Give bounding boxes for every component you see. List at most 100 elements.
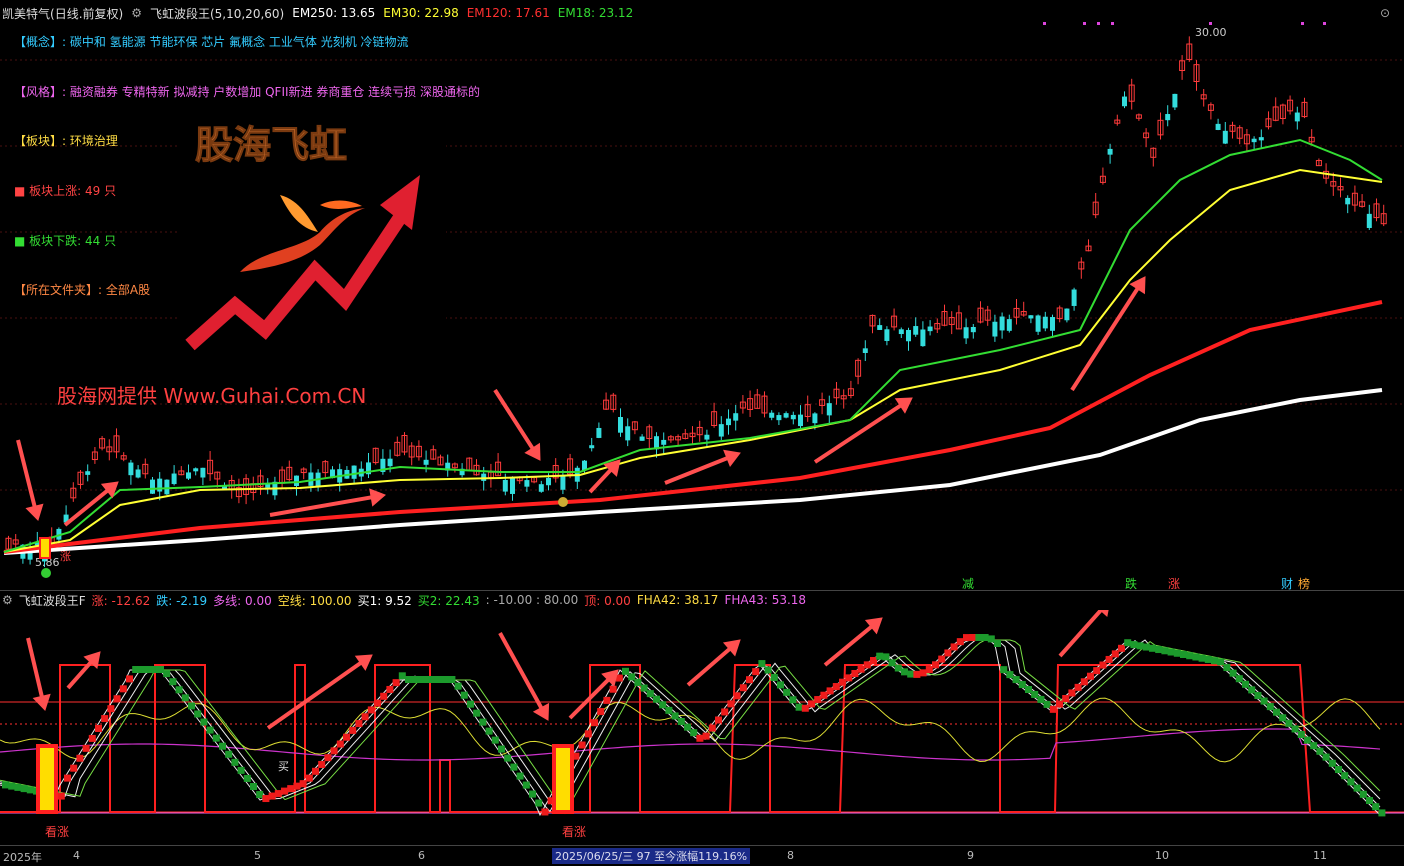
candle — [99, 438, 106, 449]
wave-block — [510, 763, 518, 771]
candle — [761, 395, 768, 414]
candle — [1200, 94, 1207, 100]
wave-block — [163, 670, 171, 678]
axis-tick: 8 — [787, 849, 794, 862]
kongxian-value: 空线: 100.00 — [277, 593, 352, 608]
candle — [711, 411, 718, 426]
candle — [394, 441, 401, 456]
event-marker[interactable]: 减 — [962, 577, 974, 590]
wave-block — [2, 781, 9, 789]
trend-arrow — [66, 658, 95, 690]
wave-block — [281, 787, 288, 795]
wave-block — [789, 696, 797, 704]
settings-icon[interactable]: ⚙ — [131, 6, 142, 20]
wave-block — [1074, 683, 1082, 691]
candle — [675, 436, 682, 441]
candle — [222, 485, 227, 490]
candle — [164, 479, 170, 495]
candle — [667, 436, 674, 441]
candle — [1122, 96, 1127, 107]
wave-block — [119, 685, 127, 693]
wave-block — [386, 685, 394, 693]
period-info: (日线.前复权) — [50, 6, 124, 21]
wave-block — [1322, 753, 1330, 761]
wave-block — [429, 676, 437, 683]
arrow-head-icon — [864, 617, 883, 635]
settings-icon[interactable]: ⚙ — [2, 593, 13, 607]
wave-block — [1130, 641, 1138, 649]
candle — [1236, 127, 1243, 139]
candle — [1366, 213, 1372, 228]
expand-icon[interactable]: ⊙ — [1380, 6, 1391, 20]
indicator-name[interactable]: 飞虹波段王(5,10,20,60) — [149, 6, 285, 21]
wave-block — [783, 688, 791, 696]
wave-block — [219, 742, 226, 750]
sub-title[interactable]: 飞虹波段王F — [18, 593, 86, 608]
candle — [826, 403, 832, 416]
candle — [34, 541, 40, 546]
mai1-value: 买1: 9.52 — [357, 593, 412, 608]
candle — [682, 433, 689, 439]
mai2-value: 买2: 22.43 — [417, 593, 480, 608]
candle — [1373, 203, 1380, 219]
candle — [1107, 148, 1113, 155]
candle — [1222, 130, 1228, 144]
candle — [546, 477, 551, 486]
trend-arrow — [1070, 284, 1142, 392]
candle — [56, 528, 62, 540]
candle — [790, 414, 796, 420]
candle — [726, 418, 731, 426]
candle — [128, 462, 134, 476]
wave-block — [578, 741, 586, 749]
candle — [977, 307, 984, 323]
candle — [308, 472, 314, 486]
wave-block — [882, 653, 890, 661]
wave-block — [522, 781, 530, 789]
wave-block — [1297, 731, 1305, 739]
wave-block — [609, 685, 617, 693]
ding-value: 顶: 0.00 — [584, 593, 631, 608]
candle — [1035, 315, 1041, 332]
wave-block — [659, 701, 667, 709]
wave-block — [14, 783, 22, 791]
event-marker[interactable]: 涨 — [1168, 576, 1180, 590]
main-price-chart[interactable]: 股海飞虹 股海网提供 Www.Guhai.Com.CN 30.00 5.86 涨… — [0, 0, 1404, 590]
wave-block — [442, 676, 450, 683]
wave-block — [374, 699, 381, 707]
wave-block — [243, 774, 251, 782]
candle — [186, 472, 191, 479]
stock-name[interactable]: 凯美特气 — [2, 6, 51, 21]
wave-block — [491, 736, 499, 744]
candle — [1092, 201, 1099, 216]
candle — [235, 487, 242, 498]
event-marker[interactable]: 榜 — [1298, 576, 1310, 590]
wave-block — [597, 708, 605, 716]
candle — [582, 460, 587, 471]
wave-block — [1242, 680, 1249, 688]
candle — [718, 424, 724, 437]
candle — [776, 415, 782, 421]
wave-block — [70, 764, 78, 772]
wave-block — [1062, 695, 1070, 703]
wave-block — [1198, 654, 1206, 662]
style-line: 【风格】: 融资融券 专精特新 拟减持 户数增加 QFII新进 券商重仓 连续亏… — [14, 85, 480, 99]
candle — [423, 459, 429, 465]
wave-block — [603, 696, 611, 704]
arrow-head-icon — [532, 702, 550, 721]
candle — [91, 451, 98, 461]
wave-block — [1279, 714, 1287, 722]
event-marker[interactable]: 跌 — [1125, 576, 1137, 590]
candle — [819, 399, 826, 406]
wave-block — [739, 684, 747, 692]
trend-arrow — [26, 637, 45, 701]
event-marker[interactable]: 财 — [1281, 577, 1293, 590]
buy-signal-bar — [39, 537, 51, 559]
candle — [294, 475, 299, 486]
wave-block — [1087, 672, 1094, 680]
wave-block — [398, 672, 406, 680]
wave-block — [1347, 778, 1355, 786]
wave-block — [1186, 652, 1194, 660]
sub-indicator-chart[interactable]: 看涨 看涨 买 — [0, 610, 1404, 845]
candle — [906, 329, 911, 342]
candle — [1287, 99, 1294, 112]
